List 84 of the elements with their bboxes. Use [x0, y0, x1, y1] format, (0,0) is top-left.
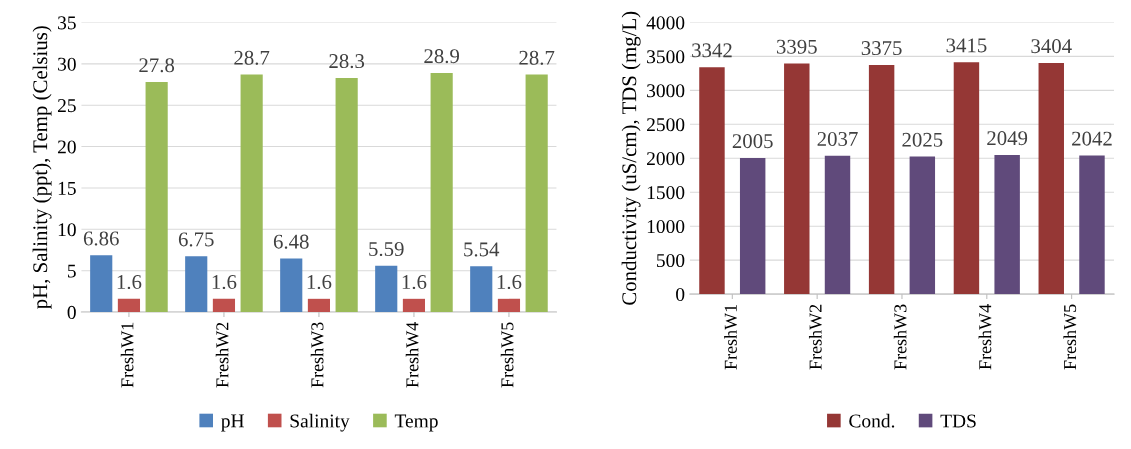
bar	[994, 154, 1020, 295]
data-label: 1.6	[497, 275, 522, 290]
bar	[699, 67, 725, 295]
data-label: 3415	[946, 38, 987, 53]
x-tick-label: FreshW3	[893, 304, 907, 370]
x-tick-label: FreshW2	[808, 304, 822, 370]
y-tick-label: 3000	[647, 84, 685, 98]
data-label: 6.75	[178, 232, 214, 247]
y-tick-label: 500	[657, 253, 685, 268]
data-label: 6.86	[83, 231, 119, 246]
data-label: 28.7	[519, 50, 555, 65]
data-label: 1.6	[402, 275, 427, 290]
bar	[375, 265, 398, 313]
data-label: 1.6	[212, 275, 237, 290]
y-tick-label: 25	[57, 99, 76, 113]
bar	[1038, 62, 1064, 295]
x-tick-label: FreshW1	[724, 304, 737, 370]
data-label: 2049	[987, 131, 1028, 146]
bar	[90, 255, 113, 313]
data-label: 27.8	[139, 58, 175, 73]
data-label: 2005	[732, 134, 773, 149]
bar	[784, 63, 810, 295]
y-tick-label: 1000	[647, 220, 685, 234]
data-label: 3342	[692, 43, 732, 58]
legend-label: pH	[221, 414, 244, 432]
data-label: 3395	[776, 39, 817, 54]
x-tick-label: FreshW4	[978, 304, 992, 370]
legend-label: Salinity	[290, 413, 350, 432]
data-label: 1.6	[307, 275, 332, 290]
bar	[280, 258, 303, 313]
y-tick-label: 0	[676, 287, 685, 302]
legend-label: Temp	[394, 414, 438, 432]
data-label: 1.6	[117, 275, 142, 290]
legend-label: Cond.	[849, 413, 895, 428]
data-label: 2025	[902, 132, 943, 147]
y-tick-label: 4000	[646, 16, 685, 30]
bar	[739, 157, 766, 295]
bar	[335, 77, 358, 313]
data-label: 6.48	[273, 234, 309, 249]
bar	[185, 256, 208, 313]
x-tick-label: FreshW3	[310, 322, 324, 388]
data-label: 5.54	[464, 242, 500, 257]
y-axis-title: Conductivity (uS/cm), TDS (mg/L)	[621, 11, 641, 305]
y-axis-title: pH, Salinity (ppt), Temp (Celsius)	[32, 26, 52, 309]
data-label: 28.3	[329, 54, 365, 69]
x-tick-label: FreshW5	[500, 322, 514, 388]
data-label: 3404	[1031, 39, 1072, 54]
y-tick-label: 20	[57, 140, 76, 154]
y-tick-label: 2000	[647, 152, 685, 166]
bar	[470, 266, 493, 313]
x-tick-label: FreshW2	[215, 322, 229, 388]
bar	[953, 62, 980, 295]
bar	[145, 82, 168, 313]
bar	[868, 64, 895, 295]
bar	[525, 74, 548, 313]
x-tick-label: FreshW4	[405, 322, 419, 388]
data-label: 28.7	[234, 50, 270, 65]
y-tick-label: 5	[67, 264, 76, 278]
y-tick-label: 15	[58, 181, 76, 195]
bar	[909, 156, 936, 295]
data-label: 2042	[1072, 131, 1112, 146]
bar	[497, 298, 521, 313]
bar	[117, 298, 141, 313]
x-tick-label: FreshW5	[1063, 304, 1077, 370]
y-tick-label: 0	[67, 305, 76, 319]
bar	[240, 74, 263, 313]
bar	[402, 298, 426, 313]
y-tick-label: 10	[58, 223, 76, 237]
bar	[212, 298, 236, 313]
bar	[307, 298, 331, 313]
bar	[430, 72, 453, 313]
legend-label: TDS	[940, 414, 976, 428]
data-label: 3375	[861, 41, 902, 56]
data-label: 5.59	[369, 242, 404, 257]
data-label: 28.9	[424, 49, 460, 64]
y-tick-label: 35	[58, 16, 76, 30]
bar	[824, 155, 851, 295]
y-tick-label: 2500	[647, 118, 685, 132]
data-label: 2037	[817, 131, 858, 146]
y-tick-label: 1500	[647, 186, 685, 200]
x-tick-label: FreshW1	[120, 322, 134, 388]
y-tick-label: 3500	[647, 50, 685, 64]
bar	[1079, 155, 1105, 295]
y-tick-label: 30	[58, 57, 76, 71]
